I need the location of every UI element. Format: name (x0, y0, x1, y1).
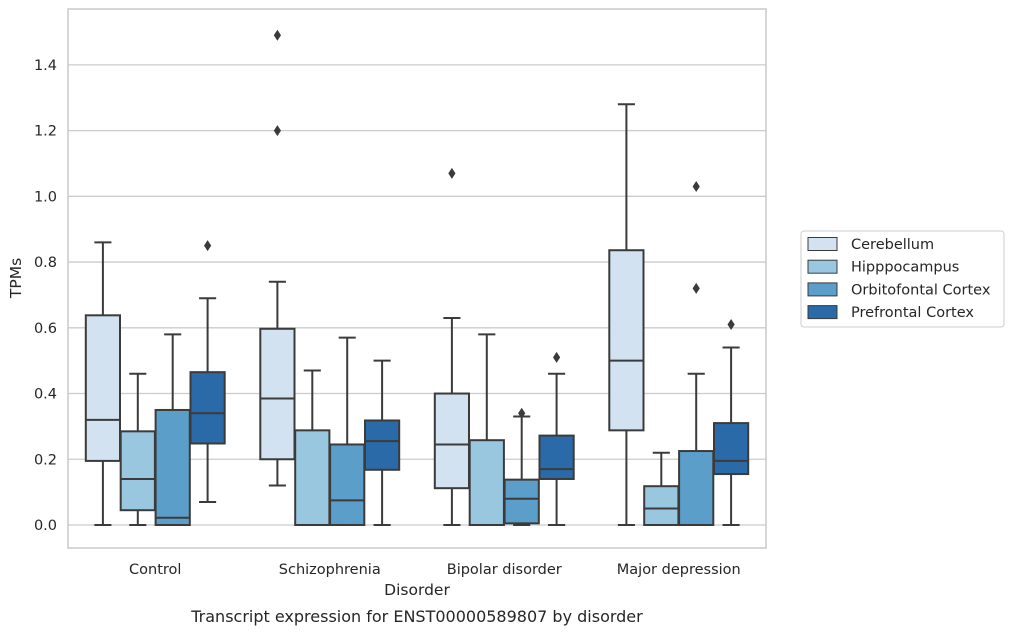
y-tick-label: 0.6 (34, 321, 57, 337)
iqr-box (189, 371, 226, 445)
box-orbitofontal-cortex (329, 336, 366, 526)
iqr-box (712, 422, 750, 476)
box-cerebellum (608, 103, 645, 526)
iqr-box (154, 408, 191, 526)
box-series (84, 29, 750, 526)
legend-swatch (807, 282, 838, 297)
iqr-box (608, 249, 645, 432)
iqr-box (119, 430, 156, 512)
outlier-marker (692, 282, 700, 294)
y-tick-label: 1.4 (34, 58, 57, 74)
outlier-marker (692, 180, 700, 192)
iqr-box (678, 450, 715, 526)
legend-label: Orbitofontal Cortex (851, 282, 991, 298)
x-tick-label: Schizophrenia (279, 562, 381, 578)
box-orbitofontal-cortex (503, 407, 540, 526)
iqr-box (538, 434, 575, 480)
outlier-marker (727, 319, 735, 331)
x-tick-labels: Control Schizophrenia Bipolar disorder Majo… (129, 562, 741, 578)
box-hipppocampus (468, 333, 505, 526)
iqr-box (329, 443, 366, 526)
outlier-marker (273, 125, 281, 137)
legend-items: Cerebellum Hipppocampus Orbitofontal Corte… (807, 237, 991, 321)
box-hipppocampus (643, 451, 680, 526)
outlier-marker (553, 351, 561, 363)
box-hipppocampus (294, 369, 331, 526)
outlier-marker (448, 167, 456, 179)
box-orbitofontal-cortex (678, 180, 715, 526)
legend-label: Cerebellum (851, 237, 934, 253)
iqr-box (468, 439, 505, 526)
box-hipppocampus (119, 372, 156, 526)
chart-caption: Transcript expression for ENST0000058980… (190, 607, 643, 626)
x-tick-label: Bipolar disorder (447, 562, 562, 578)
iqr-box (433, 392, 471, 490)
y-axis-label: TPMs (7, 258, 25, 299)
box-prefrontal-cortex (189, 240, 226, 503)
iqr-box (84, 314, 122, 462)
box-prefrontal-cortex (712, 319, 750, 526)
y-tick-label: 0.2 (34, 452, 57, 468)
iqr-box (363, 419, 401, 471)
plot-frame (67, 8, 767, 549)
legend-frame (800, 230, 1005, 328)
legend-swatch (807, 259, 838, 274)
box-prefrontal-cortex (538, 351, 575, 526)
legend-swatch (807, 237, 838, 251)
x-tick-label: Control (129, 562, 181, 578)
box-prefrontal-cortex (363, 359, 401, 526)
box-orbitofontal-cortex (154, 333, 191, 526)
y-tick-label: 0.8 (34, 255, 57, 271)
iqr-box (259, 327, 296, 461)
y-tick-label: 1.0 (34, 189, 57, 205)
x-axis-label: Disorder (384, 581, 450, 599)
box-cerebellum (84, 241, 122, 526)
iqr-box (503, 478, 540, 525)
y-tick-label: 0.0 (34, 518, 57, 534)
iqr-box (294, 429, 331, 526)
legend-label: Prefrontal Cortex (851, 305, 974, 321)
outlier-marker (273, 29, 281, 41)
x-tick-label: Major depression (617, 562, 741, 578)
iqr-box (643, 485, 680, 526)
legend-label: Hipppocampus (851, 260, 959, 276)
y-tick-labels: 0.0 0.2 0.4 0.6 0.8 1.0 1.2 1.4 (34, 58, 57, 534)
box-cerebellum (259, 29, 296, 487)
outlier-marker (518, 407, 526, 419)
y-tick-label: 0.4 (34, 387, 57, 403)
outlier-marker (204, 240, 212, 252)
legend-swatch (807, 305, 838, 320)
legend: Cerebellum Hipppocampus Orbitofontal Corte… (800, 230, 1005, 328)
y-tick-label: 1.2 (34, 124, 57, 140)
